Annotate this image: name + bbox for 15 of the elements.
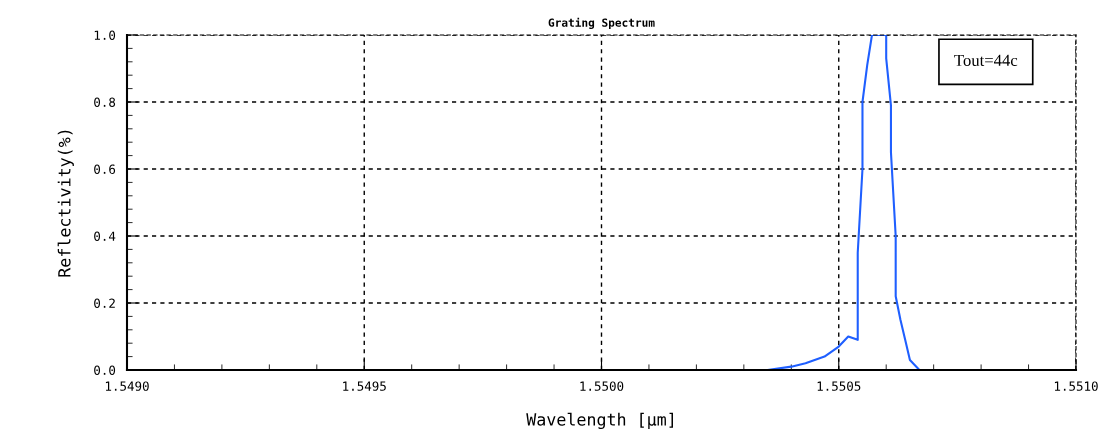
annotation: Tout=44c <box>954 54 1018 66</box>
y-axis-title: Reflectivity(%) <box>57 130 74 277</box>
x-tick-label: 1.5495 <box>343 381 386 391</box>
y-tick-label: 0.6 <box>94 164 116 174</box>
x-tick-label: 1.5490 <box>105 381 149 391</box>
y-tick-label: 0.2 <box>94 298 115 308</box>
x-tick-label: 1.5510 <box>1054 381 1098 391</box>
y-tick-label: 0.0 <box>94 365 116 375</box>
x-tick-label: 1.5500 <box>580 381 624 391</box>
x-tick-label: 1.5505 <box>817 381 861 391</box>
y-tick-label: 0.8 <box>94 97 116 107</box>
y-tick-label: 0.4 <box>94 231 116 241</box>
y-tick-label: 1.0 <box>94 30 116 40</box>
x-axis-title: Wavelength [µm] <box>526 412 673 430</box>
chart-title: Grating Spectrum <box>548 17 655 29</box>
